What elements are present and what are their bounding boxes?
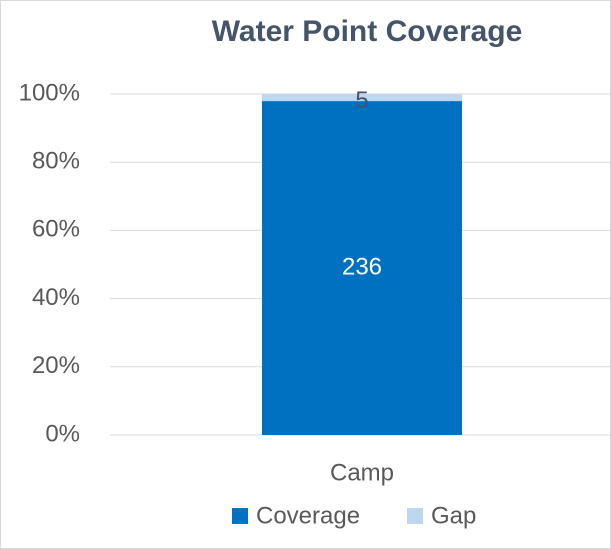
legend-swatch [232,508,248,524]
data-label: 236 [342,253,382,280]
bar-segment [262,101,462,435]
legend-label: Coverage [256,502,360,529]
y-tick-label: 80% [32,148,80,175]
legend-label: Gap [431,502,476,529]
y-tick-label: 40% [32,284,80,311]
y-tick-label: 100% [19,79,80,106]
chart-title: Water Point Coverage [212,15,523,48]
y-tick-label: 60% [32,216,80,243]
y-tick-label: 0% [45,420,80,447]
legend-swatch [407,508,423,524]
x-tick-label: Camp [330,459,394,486]
y-tick-label: 20% [32,352,80,379]
data-label: 5 [355,87,368,114]
bar-segment [262,94,462,102]
